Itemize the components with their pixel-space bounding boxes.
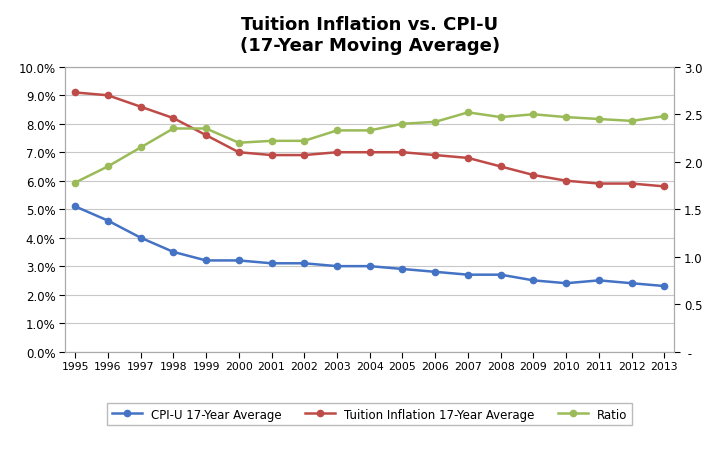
CPI-U 17-Year Average [627, 281, 636, 286]
CPI-U 17-Year Average [660, 284, 668, 289]
Ratio [431, 120, 439, 125]
CPI-U 17-Year Average [594, 278, 603, 284]
Tuition Inflation 17-Year Average [169, 116, 178, 121]
Ratio [497, 115, 505, 120]
Ratio [234, 141, 243, 146]
CPI-U 17-Year Average [333, 264, 341, 269]
Tuition Inflation 17-Year Average [300, 153, 309, 158]
Ratio [594, 117, 603, 123]
Line: Ratio: Ratio [72, 110, 668, 186]
Tuition Inflation 17-Year Average [660, 184, 668, 190]
Ratio [463, 110, 472, 116]
Ratio [333, 129, 341, 134]
Tuition Inflation 17-Year Average [268, 153, 276, 158]
Ratio [300, 139, 309, 144]
Tuition Inflation 17-Year Average [333, 150, 341, 156]
CPI-U 17-Year Average [71, 204, 80, 210]
Line: Tuition Inflation 17-Year Average: Tuition Inflation 17-Year Average [72, 90, 668, 190]
Ratio [104, 165, 112, 170]
Tuition Inflation 17-Year Average [463, 156, 472, 161]
Tuition Inflation 17-Year Average [627, 181, 636, 187]
CPI-U 17-Year Average [365, 264, 374, 269]
Tuition Inflation 17-Year Average [398, 150, 407, 156]
CPI-U 17-Year Average [398, 267, 407, 272]
Tuition Inflation 17-Year Average [529, 173, 538, 178]
CPI-U 17-Year Average [300, 261, 309, 267]
Ratio [365, 129, 374, 134]
CPI-U 17-Year Average [202, 258, 210, 263]
Ratio [169, 126, 178, 132]
Tuition Inflation 17-Year Average [431, 153, 439, 158]
Ratio [202, 126, 210, 132]
CPI-U 17-Year Average [529, 278, 538, 284]
Ratio [398, 122, 407, 127]
Ratio [562, 115, 571, 120]
CPI-U 17-Year Average [268, 261, 276, 267]
CPI-U 17-Year Average [463, 272, 472, 278]
Title: Tuition Inflation vs. CPI-U
(17-Year Moving Average): Tuition Inflation vs. CPI-U (17-Year Mov… [240, 16, 500, 55]
Ratio [660, 114, 668, 120]
Tuition Inflation 17-Year Average [365, 150, 374, 156]
Tuition Inflation 17-Year Average [104, 93, 112, 99]
Ratio [627, 119, 636, 124]
Tuition Inflation 17-Year Average [136, 105, 145, 110]
Ratio [268, 139, 276, 144]
CPI-U 17-Year Average [136, 235, 145, 241]
CPI-U 17-Year Average [104, 218, 112, 224]
Tuition Inflation 17-Year Average [594, 181, 603, 187]
Tuition Inflation 17-Year Average [234, 150, 243, 156]
Ratio [71, 180, 80, 186]
Tuition Inflation 17-Year Average [562, 179, 571, 184]
CPI-U 17-Year Average [234, 258, 243, 263]
Legend: CPI-U 17-Year Average, Tuition Inflation 17-Year Average, Ratio: CPI-U 17-Year Average, Tuition Inflation… [107, 403, 632, 425]
Ratio [529, 112, 538, 118]
Tuition Inflation 17-Year Average [202, 133, 210, 138]
CPI-U 17-Year Average [497, 272, 505, 278]
CPI-U 17-Year Average [431, 270, 439, 275]
Ratio [136, 145, 145, 151]
CPI-U 17-Year Average [169, 249, 178, 255]
Line: CPI-U 17-Year Average: CPI-U 17-Year Average [72, 204, 668, 290]
Tuition Inflation 17-Year Average [497, 164, 505, 170]
Tuition Inflation 17-Year Average [71, 91, 80, 96]
CPI-U 17-Year Average [562, 281, 571, 286]
